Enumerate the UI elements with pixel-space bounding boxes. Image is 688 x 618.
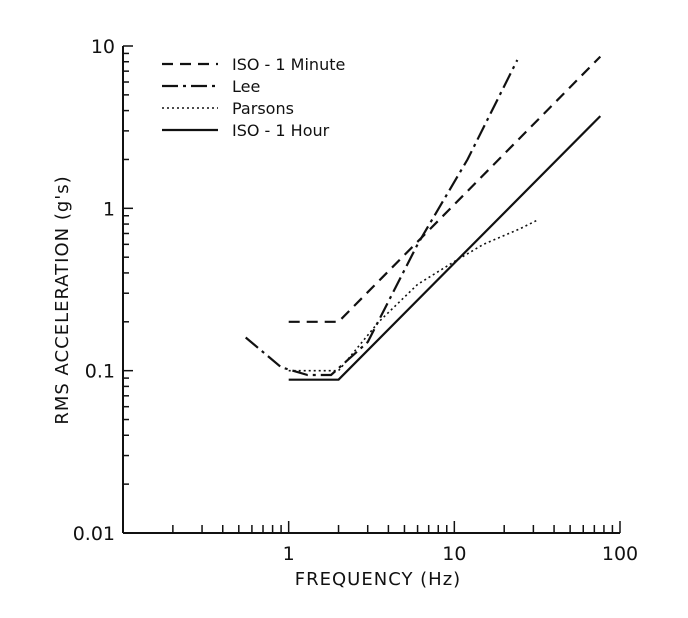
x-tick-label: 100 (602, 543, 638, 565)
series-lines (244, 55, 602, 381)
y-axis-ticks: 0.01 0.1 1 10 (73, 36, 133, 545)
y-tick-label: 0.1 (85, 361, 115, 383)
x-axis-ticks: 1 10 100 (122, 521, 638, 565)
series-line-solid (288, 115, 602, 381)
y-tick-label: 10 (91, 36, 115, 58)
series-line-dotted (288, 219, 539, 372)
x-axis-title: FREQUENCY (Hz) (295, 569, 461, 590)
y-tick-label: 1 (103, 198, 115, 220)
plot-area: 0.01 0.1 1 10 1 10 100 (73, 36, 638, 565)
y-axis-title: RMS ACCELERATION (g's) (52, 175, 73, 424)
legend: ISO - 1 Minute Lee Parsons ISO - 1 Hour (162, 55, 345, 140)
x-tick-label: 10 (442, 543, 466, 565)
legend-label: ISO - 1 Hour (232, 121, 330, 140)
legend-label: Parsons (232, 99, 294, 118)
legend-label: Lee (232, 77, 260, 96)
legend-label: ISO - 1 Minute (232, 55, 345, 74)
series-line-dashed (288, 55, 602, 323)
x-tick-label: 1 (283, 543, 295, 565)
y-tick-label: 0.01 (73, 523, 115, 545)
